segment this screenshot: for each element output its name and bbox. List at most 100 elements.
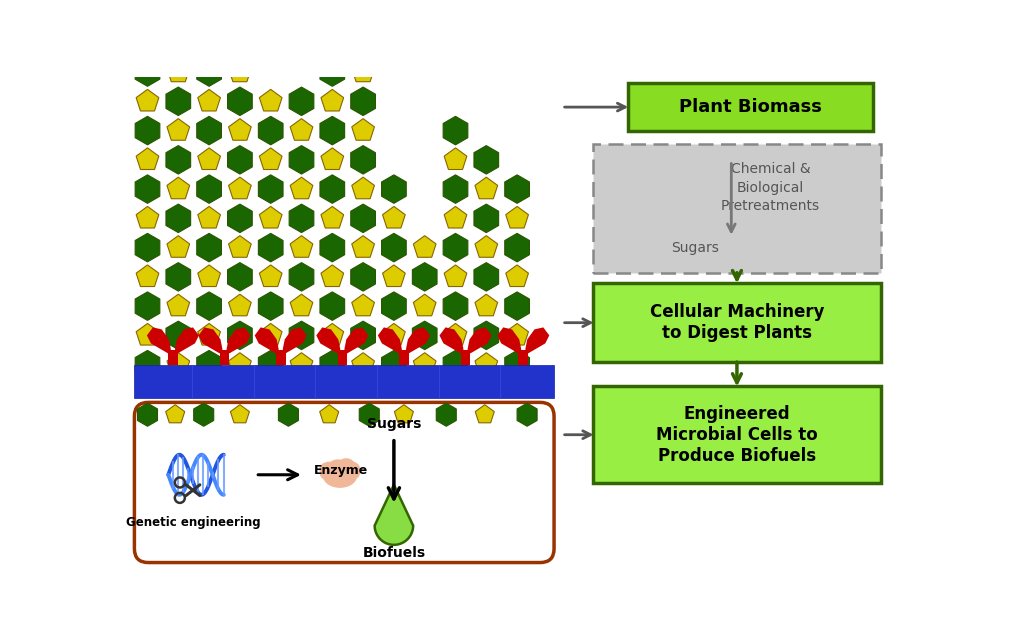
- Polygon shape: [226, 327, 251, 353]
- Polygon shape: [198, 323, 220, 345]
- Polygon shape: [352, 119, 375, 140]
- Polygon shape: [227, 29, 252, 57]
- Polygon shape: [319, 175, 345, 203]
- Polygon shape: [136, 206, 159, 228]
- Polygon shape: [352, 294, 375, 316]
- Polygon shape: [227, 146, 252, 174]
- Polygon shape: [525, 327, 549, 353]
- FancyBboxPatch shape: [593, 386, 881, 483]
- Polygon shape: [258, 116, 283, 145]
- Polygon shape: [382, 233, 407, 262]
- Polygon shape: [228, 294, 251, 316]
- Polygon shape: [137, 403, 158, 426]
- Text: Plant Biomass: Plant Biomass: [679, 98, 822, 116]
- Polygon shape: [135, 292, 160, 320]
- FancyBboxPatch shape: [134, 403, 554, 562]
- Polygon shape: [167, 119, 189, 140]
- Polygon shape: [319, 0, 345, 27]
- Polygon shape: [289, 204, 313, 233]
- Ellipse shape: [319, 468, 336, 480]
- Polygon shape: [351, 146, 376, 174]
- Polygon shape: [475, 177, 498, 199]
- Polygon shape: [344, 327, 369, 353]
- Polygon shape: [228, 177, 251, 199]
- Polygon shape: [338, 350, 347, 366]
- Polygon shape: [289, 321, 313, 350]
- Polygon shape: [136, 323, 159, 345]
- Text: Engineered
Microbial Cells to
Produce Biofuels: Engineered Microbial Cells to Produce Bi…: [656, 405, 818, 465]
- Polygon shape: [228, 353, 251, 374]
- Polygon shape: [136, 89, 159, 111]
- Polygon shape: [289, 146, 313, 174]
- Polygon shape: [505, 350, 529, 379]
- Polygon shape: [351, 204, 376, 233]
- Polygon shape: [167, 353, 189, 374]
- Polygon shape: [167, 60, 189, 82]
- Polygon shape: [382, 292, 407, 320]
- Polygon shape: [414, 353, 436, 374]
- Polygon shape: [444, 148, 467, 169]
- Polygon shape: [259, 265, 282, 286]
- Polygon shape: [474, 263, 499, 291]
- Polygon shape: [474, 321, 499, 350]
- Polygon shape: [198, 148, 220, 169]
- Polygon shape: [468, 327, 492, 353]
- Polygon shape: [352, 2, 375, 23]
- Polygon shape: [316, 327, 340, 353]
- Polygon shape: [135, 233, 160, 262]
- Polygon shape: [517, 403, 538, 426]
- Polygon shape: [475, 404, 495, 423]
- Polygon shape: [289, 263, 313, 291]
- Polygon shape: [166, 29, 190, 57]
- Polygon shape: [197, 116, 221, 145]
- Polygon shape: [352, 177, 375, 199]
- Polygon shape: [199, 327, 222, 353]
- Polygon shape: [136, 31, 159, 52]
- Polygon shape: [167, 177, 189, 199]
- Polygon shape: [290, 294, 313, 316]
- Ellipse shape: [323, 465, 357, 488]
- Polygon shape: [228, 119, 251, 140]
- Polygon shape: [279, 403, 298, 426]
- Polygon shape: [414, 236, 436, 258]
- Polygon shape: [220, 350, 229, 366]
- Polygon shape: [198, 89, 220, 111]
- Polygon shape: [227, 263, 252, 291]
- Polygon shape: [227, 87, 252, 116]
- Polygon shape: [321, 31, 344, 52]
- Polygon shape: [319, 58, 345, 86]
- Polygon shape: [197, 292, 221, 320]
- Polygon shape: [475, 294, 498, 316]
- FancyBboxPatch shape: [593, 144, 881, 273]
- Polygon shape: [319, 292, 345, 320]
- Polygon shape: [399, 350, 409, 366]
- Polygon shape: [167, 294, 189, 316]
- Polygon shape: [166, 404, 184, 423]
- Text: Genetic engineering: Genetic engineering: [126, 516, 261, 529]
- Polygon shape: [443, 350, 468, 379]
- Ellipse shape: [345, 467, 360, 479]
- Polygon shape: [506, 323, 528, 345]
- Polygon shape: [230, 404, 250, 423]
- Polygon shape: [383, 265, 406, 286]
- Polygon shape: [255, 327, 279, 353]
- Polygon shape: [136, 265, 159, 286]
- Polygon shape: [228, 236, 251, 258]
- Polygon shape: [319, 116, 345, 145]
- Polygon shape: [461, 350, 470, 366]
- Polygon shape: [351, 29, 376, 57]
- Ellipse shape: [338, 458, 354, 472]
- Polygon shape: [197, 175, 221, 203]
- Polygon shape: [319, 350, 345, 379]
- Polygon shape: [258, 292, 283, 320]
- Polygon shape: [197, 350, 221, 379]
- Polygon shape: [198, 31, 220, 52]
- FancyBboxPatch shape: [628, 83, 872, 132]
- Polygon shape: [135, 175, 160, 203]
- Polygon shape: [382, 175, 407, 203]
- Polygon shape: [258, 175, 283, 203]
- Polygon shape: [227, 321, 252, 350]
- Polygon shape: [505, 233, 529, 262]
- Text: Chemical &
Biological
Pretreatments: Chemical & Biological Pretreatments: [721, 162, 820, 213]
- Polygon shape: [352, 353, 375, 374]
